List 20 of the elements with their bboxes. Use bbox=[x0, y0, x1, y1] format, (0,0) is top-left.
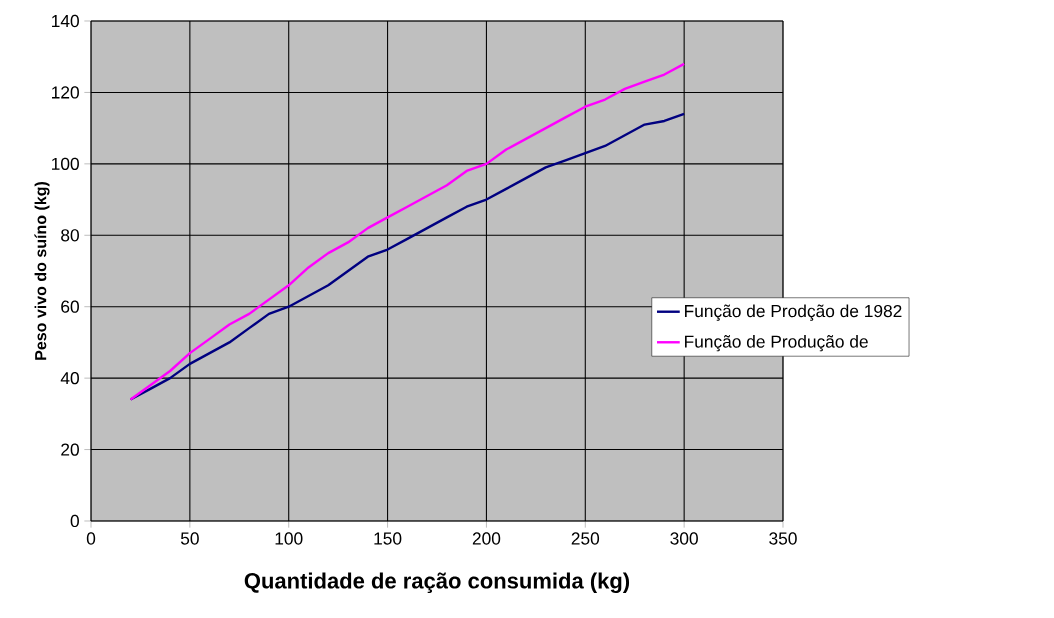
x-tick-label: 0 bbox=[86, 532, 96, 545]
x-axis-title: Quantidade de ração consumida (kg) bbox=[244, 572, 630, 594]
y-tick-label: 0 bbox=[70, 514, 79, 528]
x-tick-label: 150 bbox=[374, 532, 402, 545]
y-tick-label: 40 bbox=[60, 371, 79, 385]
y-tick-label: 140 bbox=[52, 14, 79, 28]
legend-label: Função de Produção de bbox=[685, 334, 868, 352]
x-tick-label: 350 bbox=[769, 532, 797, 545]
legend-label: Função de Prodção de 1982 bbox=[685, 304, 902, 321]
y-tick-label: 80 bbox=[61, 229, 79, 242]
x-tick-label: 300 bbox=[670, 532, 698, 545]
x-tick-label: 250 bbox=[571, 532, 600, 545]
x-tick-label: 200 bbox=[472, 532, 501, 545]
y-tick-label: 20 bbox=[61, 443, 79, 456]
y-tick-label: 60 bbox=[61, 300, 79, 313]
y-tick-label: 100 bbox=[52, 157, 79, 170]
x-tick-label: 100 bbox=[275, 532, 303, 545]
x-tick-label: 50 bbox=[180, 532, 199, 545]
y-axis-title: Peso vivo do suíno (kg) bbox=[34, 181, 50, 360]
y-tick-label: 120 bbox=[52, 86, 79, 99]
